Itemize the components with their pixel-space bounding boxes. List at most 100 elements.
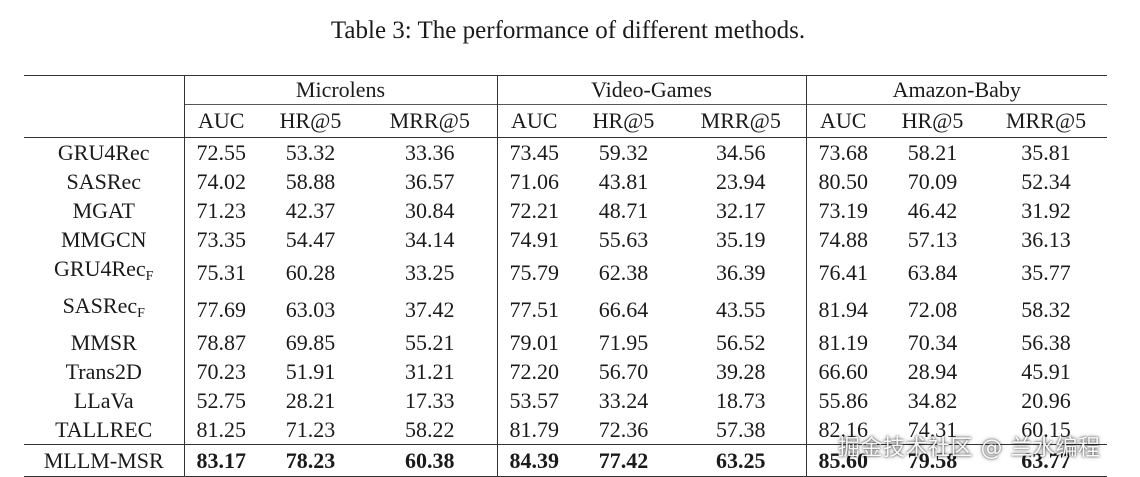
performance-table: Microlens Video-Games Amazon-Baby AUC HR… bbox=[24, 75, 1108, 477]
site-watermark: 掘金技术社区 @ 兰水编程 bbox=[838, 436, 1101, 461]
metric-value-cell: 45.91 bbox=[1021, 359, 1071, 384]
method-name-cell: MLLM-MSR bbox=[24, 444, 185, 477]
table-row: SASRec 74.02 58.88 36.57 71.06 43.81 23.94 80.5… bbox=[24, 167, 1107, 196]
method-name-cell: MMGCN bbox=[24, 225, 185, 254]
method-name: SASRec bbox=[66, 169, 142, 194]
metric-value-cell: 43.81 bbox=[598, 169, 649, 194]
metric-value-cell: 42.37 bbox=[285, 198, 336, 223]
method-name: MLLM-MSR bbox=[43, 448, 164, 473]
metric-value-cell: 58.22 bbox=[363, 415, 498, 445]
metric-value-cell: 74.91 bbox=[509, 227, 560, 252]
metric-value-cell: 79.58 bbox=[907, 448, 958, 473]
metric-value-cell: 71.06 bbox=[509, 169, 560, 194]
method-name-cell: TALLREC bbox=[24, 415, 185, 445]
metric-value-cell: 59.32 bbox=[598, 140, 649, 165]
corner-cell bbox=[24, 75, 185, 105]
metric-value-cell: 33.25 bbox=[363, 254, 498, 291]
metric-header: HR@5 bbox=[258, 104, 363, 138]
metric-value-cell: 73.19 bbox=[818, 198, 869, 223]
metric-value-cell: 57.38 bbox=[676, 415, 807, 445]
method-name-cell: SASRec bbox=[24, 167, 185, 196]
metric-value-cell: 75.31 bbox=[196, 260, 247, 285]
table-caption: Table 3: The performance of different me… bbox=[330, 17, 806, 44]
metric-value-cell: 70.34 bbox=[907, 330, 958, 355]
dataset-header-amazon-baby: Amazon-Baby bbox=[892, 77, 1021, 102]
method-name: SASRec bbox=[62, 293, 138, 318]
metric-value-cell: 81.19 bbox=[818, 330, 869, 355]
metric-value-cell: 52.75 bbox=[196, 388, 247, 413]
metric-value-cell: 53.57 bbox=[509, 388, 560, 413]
corner-cell bbox=[24, 104, 185, 138]
metric-value-cell: 72.21 bbox=[509, 198, 560, 223]
metric-value-cell: 34.14 bbox=[363, 225, 498, 254]
metric-value-cell: 23.94 bbox=[676, 167, 807, 196]
metric-value-cell: 36.57 bbox=[363, 167, 498, 196]
method-name: GRU4Rec bbox=[57, 140, 150, 165]
table-row: MMSR 78.87 69.85 55.21 79.01 71.95 56.52 81.19 7… bbox=[24, 328, 1107, 357]
metric-value-cell: 17.33 bbox=[363, 386, 498, 415]
metric-value-cell: 32.17 bbox=[676, 196, 807, 225]
metric-value-cell: 70.23 bbox=[196, 359, 247, 384]
metric-value-cell: 51.91 bbox=[285, 359, 336, 384]
metric-value-cell: 63.25 bbox=[676, 444, 807, 477]
metric-value-cell: 82.16 bbox=[818, 417, 869, 442]
metric-value-cell: 34.82 bbox=[907, 388, 958, 413]
metric-value-cell: 74.88 bbox=[818, 227, 869, 252]
metric-value-cell: 81.94 bbox=[818, 297, 869, 322]
metric-value-cell: 69.85 bbox=[285, 330, 336, 355]
metric-value-cell: 73.45 bbox=[509, 140, 560, 165]
metric-value-cell: 46.42 bbox=[907, 198, 958, 223]
metric-value-cell: 48.71 bbox=[598, 198, 649, 223]
metric-value-cell: 78.23 bbox=[285, 448, 336, 473]
metric-value-cell: 53.32 bbox=[285, 140, 336, 165]
method-name: MMGCN bbox=[60, 227, 147, 252]
metric-value-cell: 55.86 bbox=[818, 388, 869, 413]
metric-value-cell: 31.92 bbox=[1021, 198, 1071, 223]
metric-value-cell: 52.34 bbox=[1021, 169, 1071, 194]
metric-value-cell: 36.39 bbox=[676, 254, 807, 291]
table-row: GRU4Rec 72.55 53.32 33.36 73.45 59.32 34.56 73.… bbox=[24, 137, 1107, 167]
metric-value-cell: 66.60 bbox=[818, 359, 869, 384]
metric-value-cell: 72.20 bbox=[509, 359, 560, 384]
metric-value-cell: 58.21 bbox=[907, 140, 958, 165]
metric-value-cell: 43.55 bbox=[676, 291, 807, 328]
metric-value-cell: 20.96 bbox=[1021, 388, 1071, 413]
metric-value-cell: 85.60 bbox=[818, 448, 869, 473]
metric-value-cell: 75.79 bbox=[509, 260, 560, 285]
metric-value-cell: 80.50 bbox=[818, 169, 869, 194]
method-name-cell: MGAT bbox=[24, 196, 185, 225]
metric-header: MRR@5 bbox=[676, 104, 807, 138]
metric-value-cell: 31.21 bbox=[363, 357, 498, 386]
dataset-header-video-games: Video-Games bbox=[497, 75, 807, 105]
metric-value-cell: 83.17 bbox=[196, 448, 247, 473]
metric-value-cell: 28.21 bbox=[285, 388, 336, 413]
table-row: Trans2D 70.23 51.91 31.21 72.20 56.70 39.28 66.… bbox=[24, 357, 1107, 386]
metric-value-cell: 78.87 bbox=[196, 330, 247, 355]
method-name-cell: LLaVa bbox=[24, 386, 185, 415]
metric-value-cell: 77.51 bbox=[509, 297, 560, 322]
metric-value-cell: 30.84 bbox=[363, 196, 498, 225]
metric-value-cell: 63.84 bbox=[907, 260, 958, 285]
method-name-cell: GRU4RecF bbox=[24, 254, 185, 291]
metric-value-cell: 58.32 bbox=[1021, 297, 1071, 322]
metric-value-cell: 37.42 bbox=[363, 291, 498, 328]
metric-value-cell: 72.08 bbox=[907, 297, 958, 322]
method-name: TALLREC bbox=[55, 417, 153, 442]
method-name: MGAT bbox=[72, 198, 135, 223]
metric-value-cell: 35.77 bbox=[1021, 260, 1071, 285]
metric-value-cell: 76.41 bbox=[818, 260, 869, 285]
method-variant-subscript: F bbox=[145, 269, 154, 284]
metric-value-cell: 73.68 bbox=[818, 140, 869, 165]
metric-value-cell: 35.19 bbox=[676, 225, 807, 254]
metric-header: HR@5 bbox=[571, 104, 677, 138]
metric-value-cell: 55.21 bbox=[363, 328, 498, 357]
metric-value-cell: 60.28 bbox=[285, 260, 336, 285]
metric-value-cell: 33.24 bbox=[598, 388, 649, 413]
table-row: LLaVa 52.75 28.21 17.33 53.57 33.24 18.73 55.86… bbox=[24, 386, 1107, 415]
metric-header: AUC bbox=[497, 104, 572, 138]
metric-header: MRR@5 bbox=[363, 104, 498, 138]
metric-value-cell: 60.15 bbox=[1021, 417, 1071, 442]
method-name-cell: GRU4Rec bbox=[24, 137, 185, 167]
metric-header: AUC bbox=[806, 104, 881, 138]
metric-value-cell: 62.38 bbox=[598, 260, 649, 285]
